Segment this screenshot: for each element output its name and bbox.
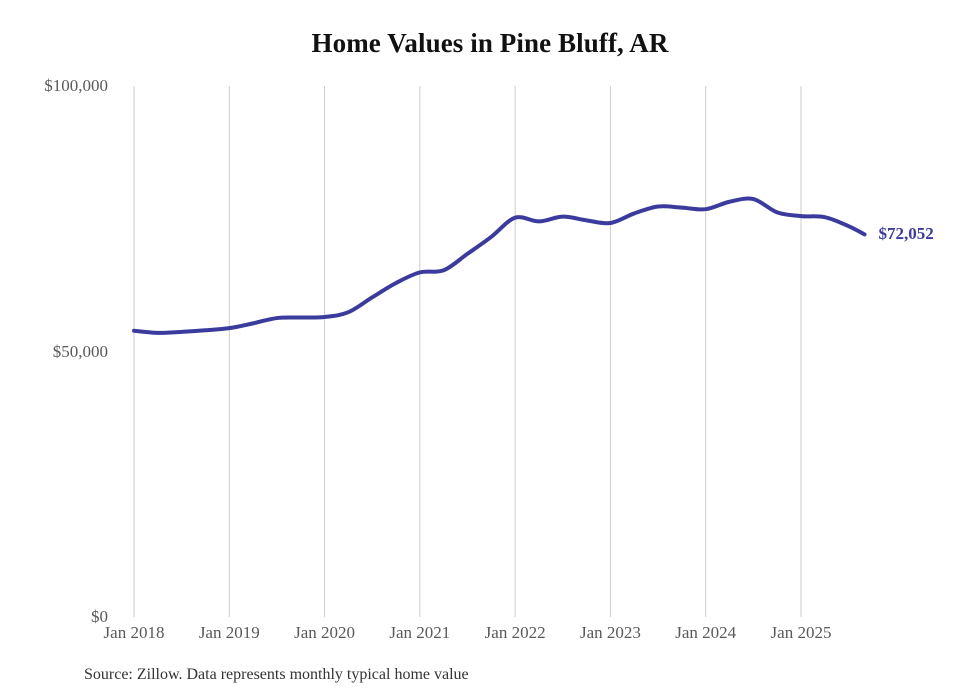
chart-title: Home Values in Pine Bluff, AR [311, 28, 669, 58]
line-series-typical-home-value [132, 196, 867, 335]
x-axis-tick-label: Jan 2020 [294, 623, 356, 642]
y-axis-tick-label: $100,000 [44, 76, 108, 95]
x-axis-tick-label: Jan 2019 [198, 623, 260, 642]
y-axis-tick-label: $50,000 [52, 341, 108, 361]
x-axis-tick-label: Jan 2023 [579, 623, 641, 642]
x-axis-tick-label: Jan 2022 [484, 623, 546, 642]
x-axis-tick-label: Jan 2018 [103, 623, 165, 642]
x-axis-tick-label: Jan 2024 [675, 623, 737, 642]
source-note: Source: Zillow. Data represents monthly … [84, 666, 469, 683]
gridlines-group [133, 86, 802, 617]
x-axis-tick-label: Jan 2025 [770, 623, 832, 642]
x-axis-tick-label: Jan 2021 [389, 623, 451, 642]
end-value-annotation: $72,052 [878, 224, 934, 244]
y-axis-tick-label: $0 [91, 607, 108, 626]
